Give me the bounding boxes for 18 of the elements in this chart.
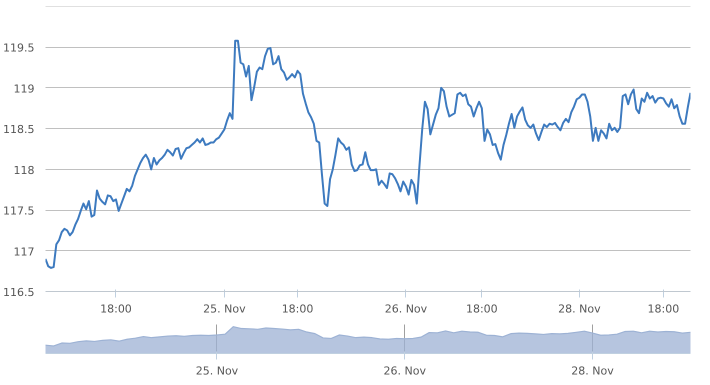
x-tick-label: 18:00 — [100, 302, 132, 316]
x-tick-label: 18:00 — [466, 302, 498, 316]
y-tick-label: 118.5 — [3, 123, 35, 136]
x-tick-label: 18:00 — [648, 302, 680, 316]
x-tick-label: 26. Nov — [384, 302, 428, 316]
y-tick-label: 117.5 — [3, 204, 35, 218]
x-tick-label: 26. Nov — [384, 364, 426, 378]
y-tick-label: 118 — [14, 164, 35, 177]
y-tick-label: 119.5 — [3, 42, 35, 55]
x-tick-label: 18:00 — [282, 302, 314, 316]
x-tick-label: 25. Nov — [196, 364, 239, 378]
y-tick-label: 116.5 — [3, 286, 35, 299]
x-tick-label: 28. Nov — [571, 364, 614, 378]
y-tick-label: 119 — [14, 82, 35, 96]
x-tick-label: 25. Nov — [203, 302, 246, 316]
line-series — [46, 40, 690, 269]
y-tick-label: 117 — [14, 245, 35, 258]
x-tick-label: 28. Nov — [558, 302, 602, 316]
